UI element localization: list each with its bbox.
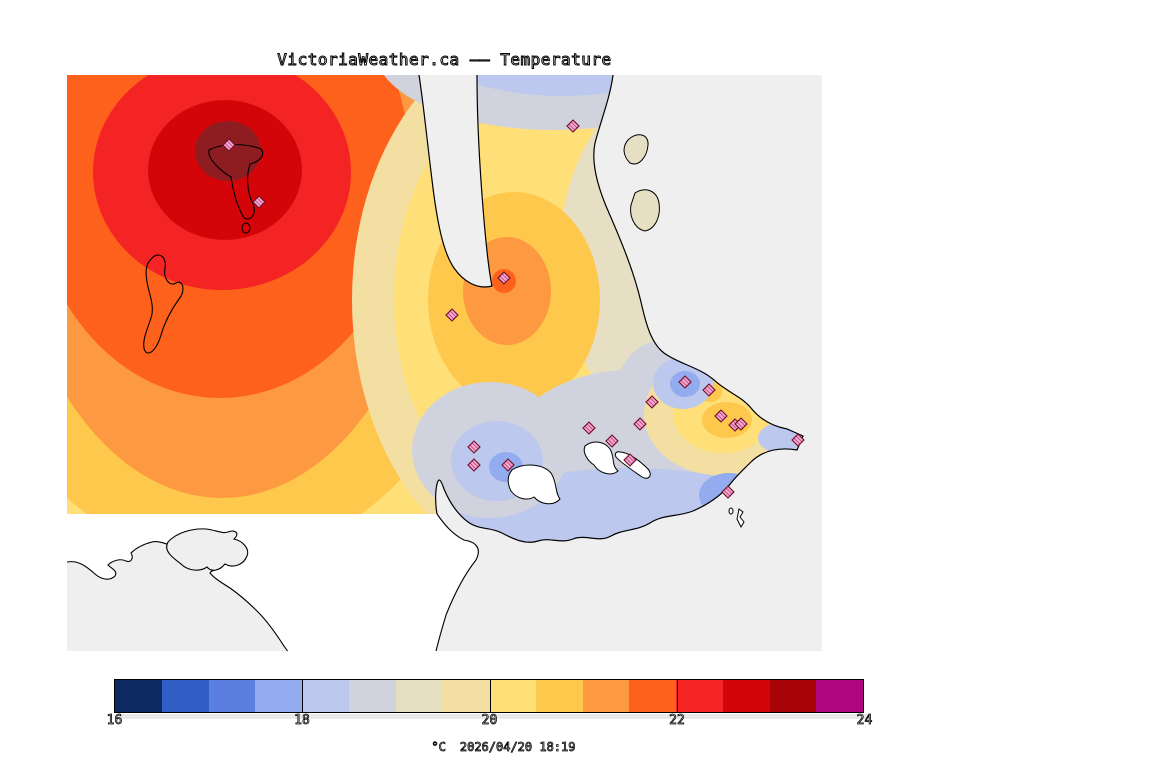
colorbar-segment (208, 680, 256, 712)
colorbar-tick-label: 22 (669, 713, 685, 729)
colorbar-tick-line (677, 679, 678, 713)
colorbar-segment (582, 680, 630, 712)
station-diamond-icon (734, 417, 748, 431)
station-diamond-icon (721, 485, 735, 499)
islet-1 (736, 508, 745, 529)
lake-outline-2 (143, 254, 184, 354)
timestamp: 2026/04/20 18:19 (459, 740, 576, 755)
harbour-3 (507, 464, 561, 505)
colorbar-shadow (119, 714, 869, 719)
station-diamond-icon (501, 458, 515, 472)
harbour-1 (583, 441, 619, 475)
island-2 (630, 189, 660, 232)
harbour-2 (614, 451, 651, 479)
strait-island (166, 528, 249, 571)
wedge-coastline (435, 513, 479, 651)
station-diamond-icon (582, 421, 596, 435)
station-diamond-icon (467, 458, 481, 472)
colorbar-segment (629, 680, 676, 712)
station-diamond-icon (222, 138, 236, 152)
colorbar-caption: °C 2026/04/20 18:19 (114, 726, 864, 768)
lake-outline-1 (208, 144, 264, 220)
lake-outline-pond (241, 222, 251, 234)
temperature-contour-blob (195, 121, 261, 181)
temperature-map (67, 75, 822, 651)
colorbar-segment (535, 680, 583, 712)
inlet-coastline (418, 75, 493, 288)
colorbar-segment (255, 680, 302, 712)
colorbar-segment (302, 680, 349, 712)
station-diamond-icon (714, 409, 728, 423)
station-markers (222, 119, 805, 499)
colorbar-segment (115, 680, 162, 712)
unit-label: °C (431, 740, 446, 755)
colorbar-segment (769, 680, 817, 712)
colorbar-segment (676, 680, 723, 712)
station-diamond-icon (467, 440, 481, 454)
colorbar-segment (161, 680, 209, 712)
colorbar-segment (816, 680, 863, 712)
colorbar-tick-label: 24 (856, 713, 873, 729)
station-diamond-icon (252, 195, 266, 209)
southwest-landmass (67, 541, 288, 651)
station-diamond-icon (645, 395, 659, 409)
colorbar-tick-line (302, 679, 303, 713)
colorbar-segment (348, 680, 396, 712)
temperature-contour-blob (702, 402, 752, 438)
station-diamond-icon (497, 271, 511, 285)
temperature-colorbar (114, 679, 864, 713)
station-diamond-icon (633, 417, 647, 431)
page-title: VictoriaWeather.ca –– Temperature (277, 50, 612, 70)
colorbar-tick-label: 18 (294, 713, 310, 729)
colorbar-tick-label: 20 (481, 713, 498, 729)
no-data-region (67, 514, 479, 651)
colorbar-tick-line (489, 679, 491, 713)
temperature-contour-blob (758, 421, 803, 455)
station-diamond-icon (791, 433, 805, 447)
station-diamond-icon (678, 375, 692, 389)
station-diamond-icon (566, 119, 580, 133)
station-diamond-icon (702, 383, 716, 397)
island-1 (623, 134, 649, 165)
station-diamond-icon (605, 434, 619, 448)
colorbar-tick-label: 16 (106, 713, 123, 729)
station-diamond-icon (623, 453, 637, 467)
islet-2 (728, 507, 734, 515)
colorbar-segment (442, 680, 489, 712)
colorbar-segment (722, 680, 770, 712)
colorbar-segment (489, 680, 536, 712)
colorbar-segment (395, 680, 443, 712)
station-diamond-icon (445, 308, 459, 322)
